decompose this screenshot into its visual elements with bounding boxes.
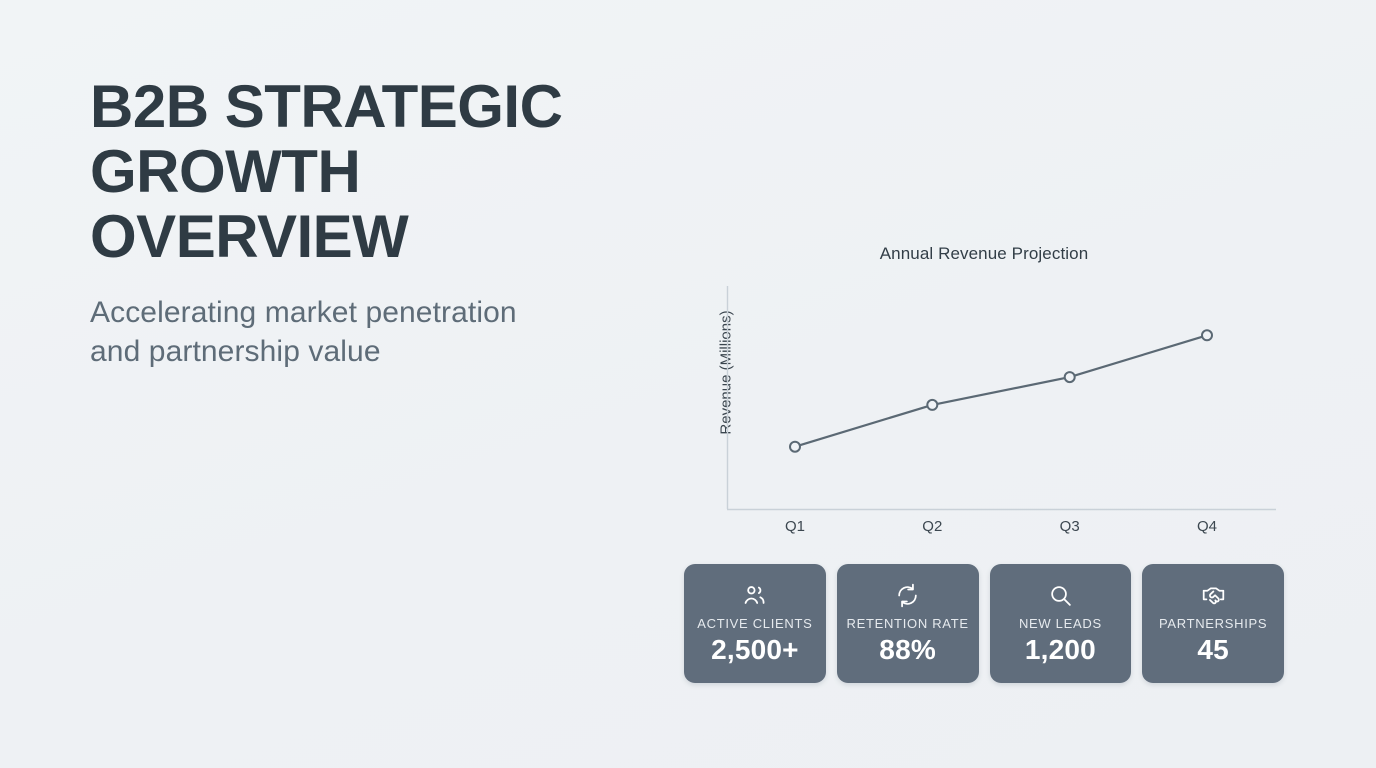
handshake-icon	[1201, 583, 1226, 609]
stat-card[interactable]: NEW LEADS 1,200	[989, 564, 1132, 683]
chart-data-point	[926, 398, 939, 411]
stat-card[interactable]: RETENTION RATE 88%	[836, 564, 979, 683]
stat-card-label: ACTIVE CLIENTS	[697, 615, 813, 631]
chart-series-markers	[789, 329, 1213, 453]
stat-card-value: 2,500+	[711, 633, 799, 665]
chart-x-tick-q3: Q3	[1059, 518, 1080, 535]
page-subtitle: Accelerating market penetration and part…	[90, 269, 690, 371]
chart-title: Annual Revenue Projection	[879, 244, 1089, 263]
stat-card-value: 1,200	[1024, 633, 1096, 665]
stat-card[interactable]: PARTNERSHIPS 45	[1142, 564, 1284, 683]
chart-x-tick-q4: Q4	[1196, 518, 1217, 535]
stat-card-label: NEW LEADS	[1018, 615, 1102, 631]
chart-data-point	[1063, 371, 1076, 384]
stat-card-value: 45	[1197, 633, 1229, 665]
title-block: B2B STRATEGIC GROWTH OVERVIEW Accelerati…	[90, 74, 690, 371]
chart-data-point	[789, 440, 801, 453]
chart-data-point	[1201, 329, 1213, 342]
page-subtitle-line-1: Accelerating market penetration	[90, 296, 517, 329]
stats-row: ACTIVE CLIENTS 2,500+ RETENTION RATE 88% NEW…	[684, 564, 1284, 683]
page-title-line-2: GROWTH OVERVIEW	[90, 138, 409, 270]
chart-x-tick-q1: Q1	[784, 518, 805, 535]
users-icon	[742, 583, 767, 609]
chart-plot-area	[726, 286, 1276, 511]
stat-card-label: RETENTION RATE	[846, 615, 969, 631]
search-icon	[1048, 583, 1073, 609]
page-title: B2B STRATEGIC GROWTH OVERVIEW	[90, 74, 690, 269]
stat-card-value: 88%	[879, 633, 936, 665]
page-subtitle-line-2: and partnership value	[90, 335, 381, 368]
chart-x-tick-q2: Q2	[922, 518, 943, 535]
page-title-line-1: B2B STRATEGIC	[90, 73, 563, 140]
stat-card[interactable]: ACTIVE CLIENTS 2,500+	[684, 564, 826, 683]
chart-series-line	[793, 334, 1209, 448]
refresh-icon	[895, 583, 920, 609]
stat-card-label: PARTNERSHIPS	[1158, 615, 1268, 631]
revenue-chart: Annual Revenue Projection Revenue (Milli…	[684, 238, 1284, 543]
